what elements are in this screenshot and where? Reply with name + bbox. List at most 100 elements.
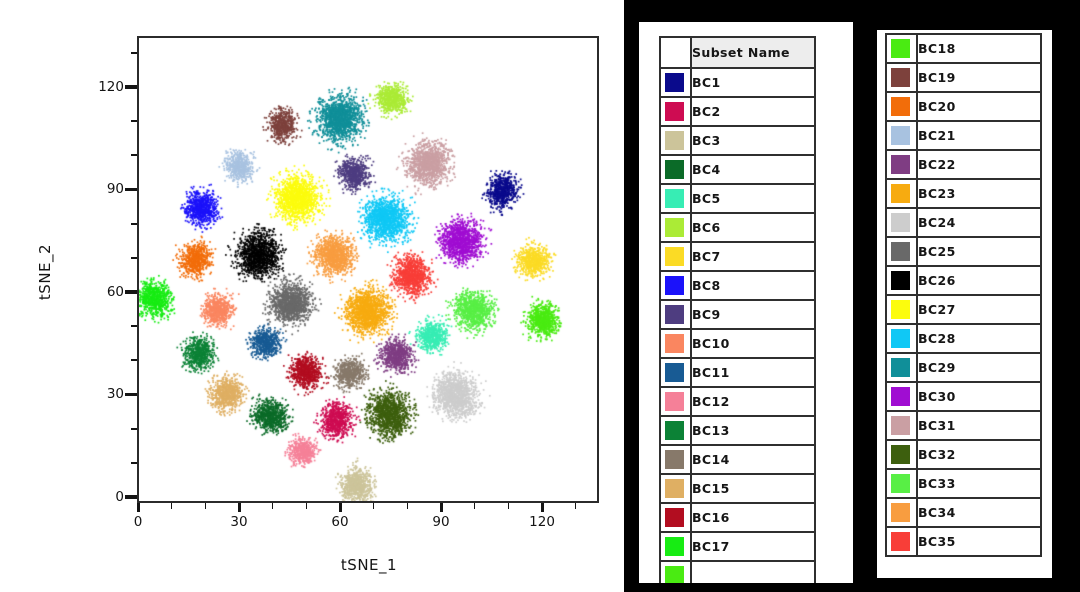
swatch-cell [885, 33, 918, 64]
color-swatch [891, 39, 910, 58]
legend-header-swatch-cell [659, 36, 692, 69]
y-minor-tick [131, 51, 137, 54]
legend-row-bc34[interactable]: BC34 [885, 497, 1042, 528]
legend-row-bc1[interactable]: BC1 [659, 67, 816, 98]
color-swatch [891, 242, 910, 261]
y-minor-tick [131, 359, 137, 362]
subset-name-label: BC21 [916, 120, 1042, 151]
swatch-cell [885, 207, 918, 238]
x-minor-tick [372, 503, 375, 509]
subset-name-label: BC24 [916, 207, 1042, 238]
swatch-cell [659, 473, 692, 504]
subset-name-label: BC35 [916, 526, 1042, 557]
subset-name-label: BC30 [916, 381, 1042, 412]
color-swatch [891, 503, 910, 522]
subset-name-label: BC20 [916, 91, 1042, 122]
y-major-tick [125, 85, 137, 89]
color-swatch [665, 102, 684, 121]
subset-table-left: Subset Name BC1 BC2 BC3 BC4 BC5 BC6 BC7 BC8 BC9 BC… [659, 36, 816, 583]
x-tick-label: 0 [133, 514, 143, 530]
y-major-tick [125, 187, 137, 192]
swatch-cell [885, 468, 918, 499]
color-swatch [665, 421, 684, 440]
subset-name-label: BC17 [690, 531, 816, 562]
swatch-cell [885, 381, 918, 412]
color-swatch [891, 358, 910, 377]
legend-row-bc26[interactable]: BC26 [885, 265, 1042, 296]
legend-row-bc19[interactable]: BC19 [885, 62, 1042, 93]
legend-row-bc21[interactable]: BC21 [885, 120, 1042, 151]
y-minor-tick [131, 427, 137, 430]
legend-row-bc3[interactable]: BC3 [659, 125, 816, 156]
y-minor-tick [131, 222, 137, 225]
y-tick-label: 60 [106, 283, 124, 300]
swatch-cell [659, 96, 692, 127]
legend-row-bc7[interactable]: BC7 [659, 241, 816, 272]
legend-row-bc30[interactable]: BC30 [885, 381, 1042, 412]
legend-row-bc12[interactable]: BC12 [659, 386, 816, 417]
swatch-cell [659, 386, 692, 417]
subset-name-label: BC9 [690, 299, 816, 330]
color-swatch [891, 416, 910, 435]
legend-row-bc23[interactable]: BC23 [885, 178, 1042, 209]
x-minor-tick [204, 503, 207, 509]
swatch-cell [659, 67, 692, 98]
legend-row-bc17[interactable]: BC17 [659, 531, 816, 562]
legend-row-bc32[interactable]: BC32 [885, 439, 1042, 470]
x-tick-label: 120 [529, 514, 555, 530]
legend-row-partial[interactable] [659, 560, 816, 583]
legend-row-bc29[interactable]: BC29 [885, 352, 1042, 383]
legend-row-bc5[interactable]: BC5 [659, 183, 816, 214]
legend-row-bc8[interactable]: BC8 [659, 270, 816, 301]
swatch-cell [659, 444, 692, 475]
color-swatch [891, 329, 910, 348]
legend-header-label: Subset Name [690, 36, 816, 69]
y-tick-label: 120 [98, 78, 124, 95]
legend-row-bc13[interactable]: BC13 [659, 415, 816, 446]
legend-row-bc4[interactable]: BC4 [659, 154, 816, 185]
x-major-tick [338, 503, 342, 512]
swatch-cell [659, 357, 692, 388]
scatter-plot-panel: tSNE_2 0 30 60 90 120 0 30 60 90 120 tSNE_1 [0, 0, 624, 592]
legend-row-bc18[interactable]: BC18 [885, 33, 1042, 64]
legend-row-bc2[interactable]: BC2 [659, 96, 816, 127]
swatch-cell [885, 236, 918, 267]
legend-row-bc16[interactable]: BC16 [659, 502, 816, 533]
color-swatch [891, 126, 910, 145]
y-major-tick [125, 290, 137, 294]
y-minor-tick [131, 256, 137, 259]
color-swatch [665, 247, 684, 266]
swatch-cell [659, 241, 692, 272]
legend-row-bc6[interactable]: BC6 [659, 212, 816, 243]
subset-name-label: BC5 [690, 183, 816, 214]
color-swatch [665, 334, 684, 353]
legend-row-bc28[interactable]: BC28 [885, 323, 1042, 354]
legend-row-bc9[interactable]: BC9 [659, 299, 816, 330]
legend-row-bc20[interactable]: BC20 [885, 91, 1042, 122]
legend-row-bc27[interactable]: BC27 [885, 294, 1042, 325]
legend-row-bc15[interactable]: BC15 [659, 473, 816, 504]
legend-row-bc35[interactable]: BC35 [885, 526, 1042, 557]
swatch-cell [659, 270, 692, 301]
legend-row-bc25[interactable]: BC25 [885, 236, 1042, 267]
tsne-scatter-canvas[interactable] [139, 38, 597, 501]
legend-row-bc11[interactable]: BC11 [659, 357, 816, 388]
legend-card-right: BC18 BC19 BC20 BC21 BC22 BC23 BC24 BC25 BC26 BC27… [877, 30, 1052, 578]
legend-row-bc14[interactable]: BC14 [659, 444, 816, 475]
color-swatch [891, 97, 910, 116]
swatch-cell [885, 439, 918, 470]
y-minor-tick [131, 154, 137, 157]
color-swatch [891, 68, 910, 87]
legend-header-row: Subset Name [659, 36, 816, 69]
legend-row-bc31[interactable]: BC31 [885, 410, 1042, 441]
legend-row-bc33[interactable]: BC33 [885, 468, 1042, 499]
color-swatch [665, 537, 684, 556]
swatch-cell [659, 299, 692, 330]
subset-name-label: BC26 [916, 265, 1042, 296]
legend-row-bc22[interactable]: BC22 [885, 149, 1042, 180]
color-swatch [665, 479, 684, 498]
color-swatch [665, 218, 684, 237]
legend-row-bc10[interactable]: BC10 [659, 328, 816, 359]
subset-name-label: BC15 [690, 473, 816, 504]
legend-row-bc24[interactable]: BC24 [885, 207, 1042, 238]
